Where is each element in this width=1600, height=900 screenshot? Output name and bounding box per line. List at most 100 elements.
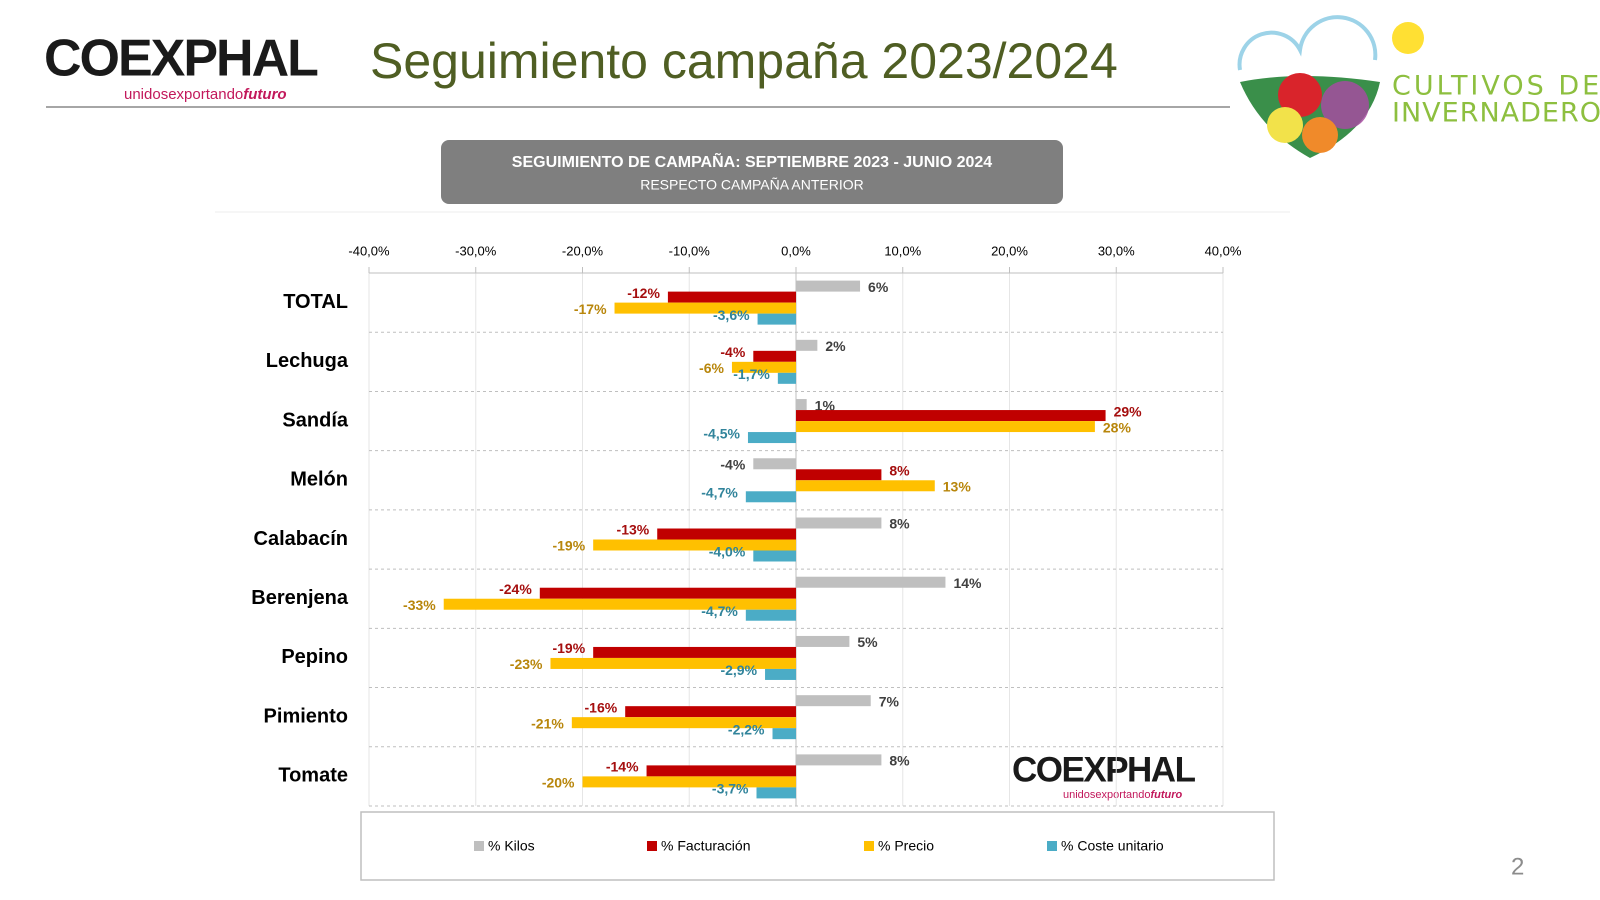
bar xyxy=(796,480,935,492)
bar xyxy=(582,776,796,788)
chart-subtitle: RESPECTO CAMPAÑA ANTERIOR xyxy=(640,177,864,193)
data-label: -4,7% xyxy=(701,484,738,500)
y-tick-label: Pepino xyxy=(281,646,348,668)
y-tick-label: Tomate xyxy=(278,765,348,787)
y-tick-label: Sandía xyxy=(282,409,348,431)
bar xyxy=(443,598,796,610)
bar xyxy=(765,668,796,680)
bar xyxy=(571,717,796,729)
data-label: -2,9% xyxy=(720,662,757,678)
legend-label: % Coste unitario xyxy=(1061,838,1164,854)
plot: -40,0% -30,0% -20,0% -10,0% 0,0% 10,0% 20,0% 30… xyxy=(251,243,1242,853)
bar xyxy=(796,399,807,411)
data-label: 8% xyxy=(889,753,910,769)
tagline-part: exportando xyxy=(1095,789,1150,801)
bar xyxy=(745,609,796,621)
data-label: 1% xyxy=(815,397,836,413)
data-label: 5% xyxy=(857,634,878,650)
bar xyxy=(646,765,796,777)
data-label: -20% xyxy=(542,775,575,791)
data-label: -23% xyxy=(510,656,543,672)
data-label: -3,7% xyxy=(712,781,749,797)
tagline-part: futuro xyxy=(243,86,286,103)
x-tick-label: 20,0% xyxy=(991,243,1028,258)
bar xyxy=(796,280,861,292)
legend-swatch xyxy=(647,841,657,851)
bar xyxy=(796,695,871,707)
watermark-tagline: unidosexportandofuturo xyxy=(1063,789,1183,801)
bar xyxy=(625,706,796,718)
data-label: -4,0% xyxy=(709,544,746,560)
bar xyxy=(796,469,882,481)
bar xyxy=(753,458,796,470)
x-tick-label: -10,0% xyxy=(669,243,711,258)
data-label: -33% xyxy=(403,597,436,613)
slide-title: Seguimiento campaña 2023/2024 xyxy=(370,33,1118,89)
data-label: -4% xyxy=(720,456,745,472)
data-label: -4,5% xyxy=(703,425,740,441)
legend-swatch xyxy=(1047,841,1057,851)
data-label: -4% xyxy=(720,344,745,360)
data-label: 28% xyxy=(1103,419,1132,435)
data-label: -19% xyxy=(552,640,585,656)
y-tick-label: Calabacín xyxy=(254,528,348,550)
page-number: 2 xyxy=(1511,853,1524,880)
data-label: 13% xyxy=(943,478,972,494)
data-label: 29% xyxy=(1114,403,1143,419)
data-label: 14% xyxy=(953,575,982,591)
legend-box xyxy=(360,811,1275,881)
chart-title: SEGUIMIENTO DE CAMPAÑA: SEPTIEMBRE 2023 … xyxy=(512,151,993,171)
y-tick-label: TOTAL xyxy=(283,291,348,313)
data-label: -17% xyxy=(574,301,607,317)
tagline-part: futuro xyxy=(1150,789,1182,801)
data-label: -21% xyxy=(531,715,564,731)
data-label: -14% xyxy=(606,759,639,775)
y-tick-label: Pimiento xyxy=(264,705,348,727)
bar xyxy=(614,302,796,314)
x-tick-label: -40,0% xyxy=(348,243,390,258)
data-label: 8% xyxy=(889,462,910,478)
partner-name: CULTIVOS DE xyxy=(1392,71,1600,102)
logo: COEXPHAL xyxy=(44,30,318,88)
logo-tagline: unidosexportandofuturo xyxy=(124,86,287,103)
y-tick-label: Lechuga xyxy=(266,350,349,372)
bar xyxy=(796,410,1106,422)
chart-title-box xyxy=(441,140,1063,204)
data-label: -12% xyxy=(627,285,660,301)
data-label: 8% xyxy=(889,516,910,532)
x-tick-label: 0,0% xyxy=(781,243,811,258)
data-label: -19% xyxy=(552,538,585,554)
legend-swatch xyxy=(864,841,874,851)
x-tick-label: 10,0% xyxy=(884,243,921,258)
bar xyxy=(753,550,796,562)
bar xyxy=(777,372,796,384)
bar xyxy=(667,291,796,303)
data-label: 7% xyxy=(879,693,900,709)
x-tick-label: -30,0% xyxy=(455,243,497,258)
tagline-part: unidos xyxy=(1063,789,1096,801)
legend-swatch xyxy=(474,841,484,851)
bar xyxy=(796,576,946,588)
x-tick-label: 40,0% xyxy=(1205,243,1242,258)
x-tick-label: -20,0% xyxy=(562,243,604,258)
bar xyxy=(539,587,796,599)
data-label: -1,7% xyxy=(733,366,770,382)
bar xyxy=(745,491,796,503)
bar xyxy=(731,361,796,373)
data-label: 2% xyxy=(825,338,846,354)
data-label: -4,7% xyxy=(701,603,738,619)
bar xyxy=(757,313,796,325)
tagline-part: exportando xyxy=(168,86,243,103)
watermark-logo: COEXPHAL xyxy=(1012,750,1196,789)
y-tick-label: Berenjena xyxy=(251,587,349,609)
x-tick-label: 30,0% xyxy=(1098,243,1135,258)
bar xyxy=(657,528,796,540)
partner-logo xyxy=(1237,15,1424,158)
bar xyxy=(756,787,796,799)
bar xyxy=(753,350,796,362)
bar xyxy=(747,432,796,444)
partner-name: INVERNADERO xyxy=(1392,98,1600,129)
data-label: -24% xyxy=(499,581,532,597)
bar xyxy=(772,728,796,740)
